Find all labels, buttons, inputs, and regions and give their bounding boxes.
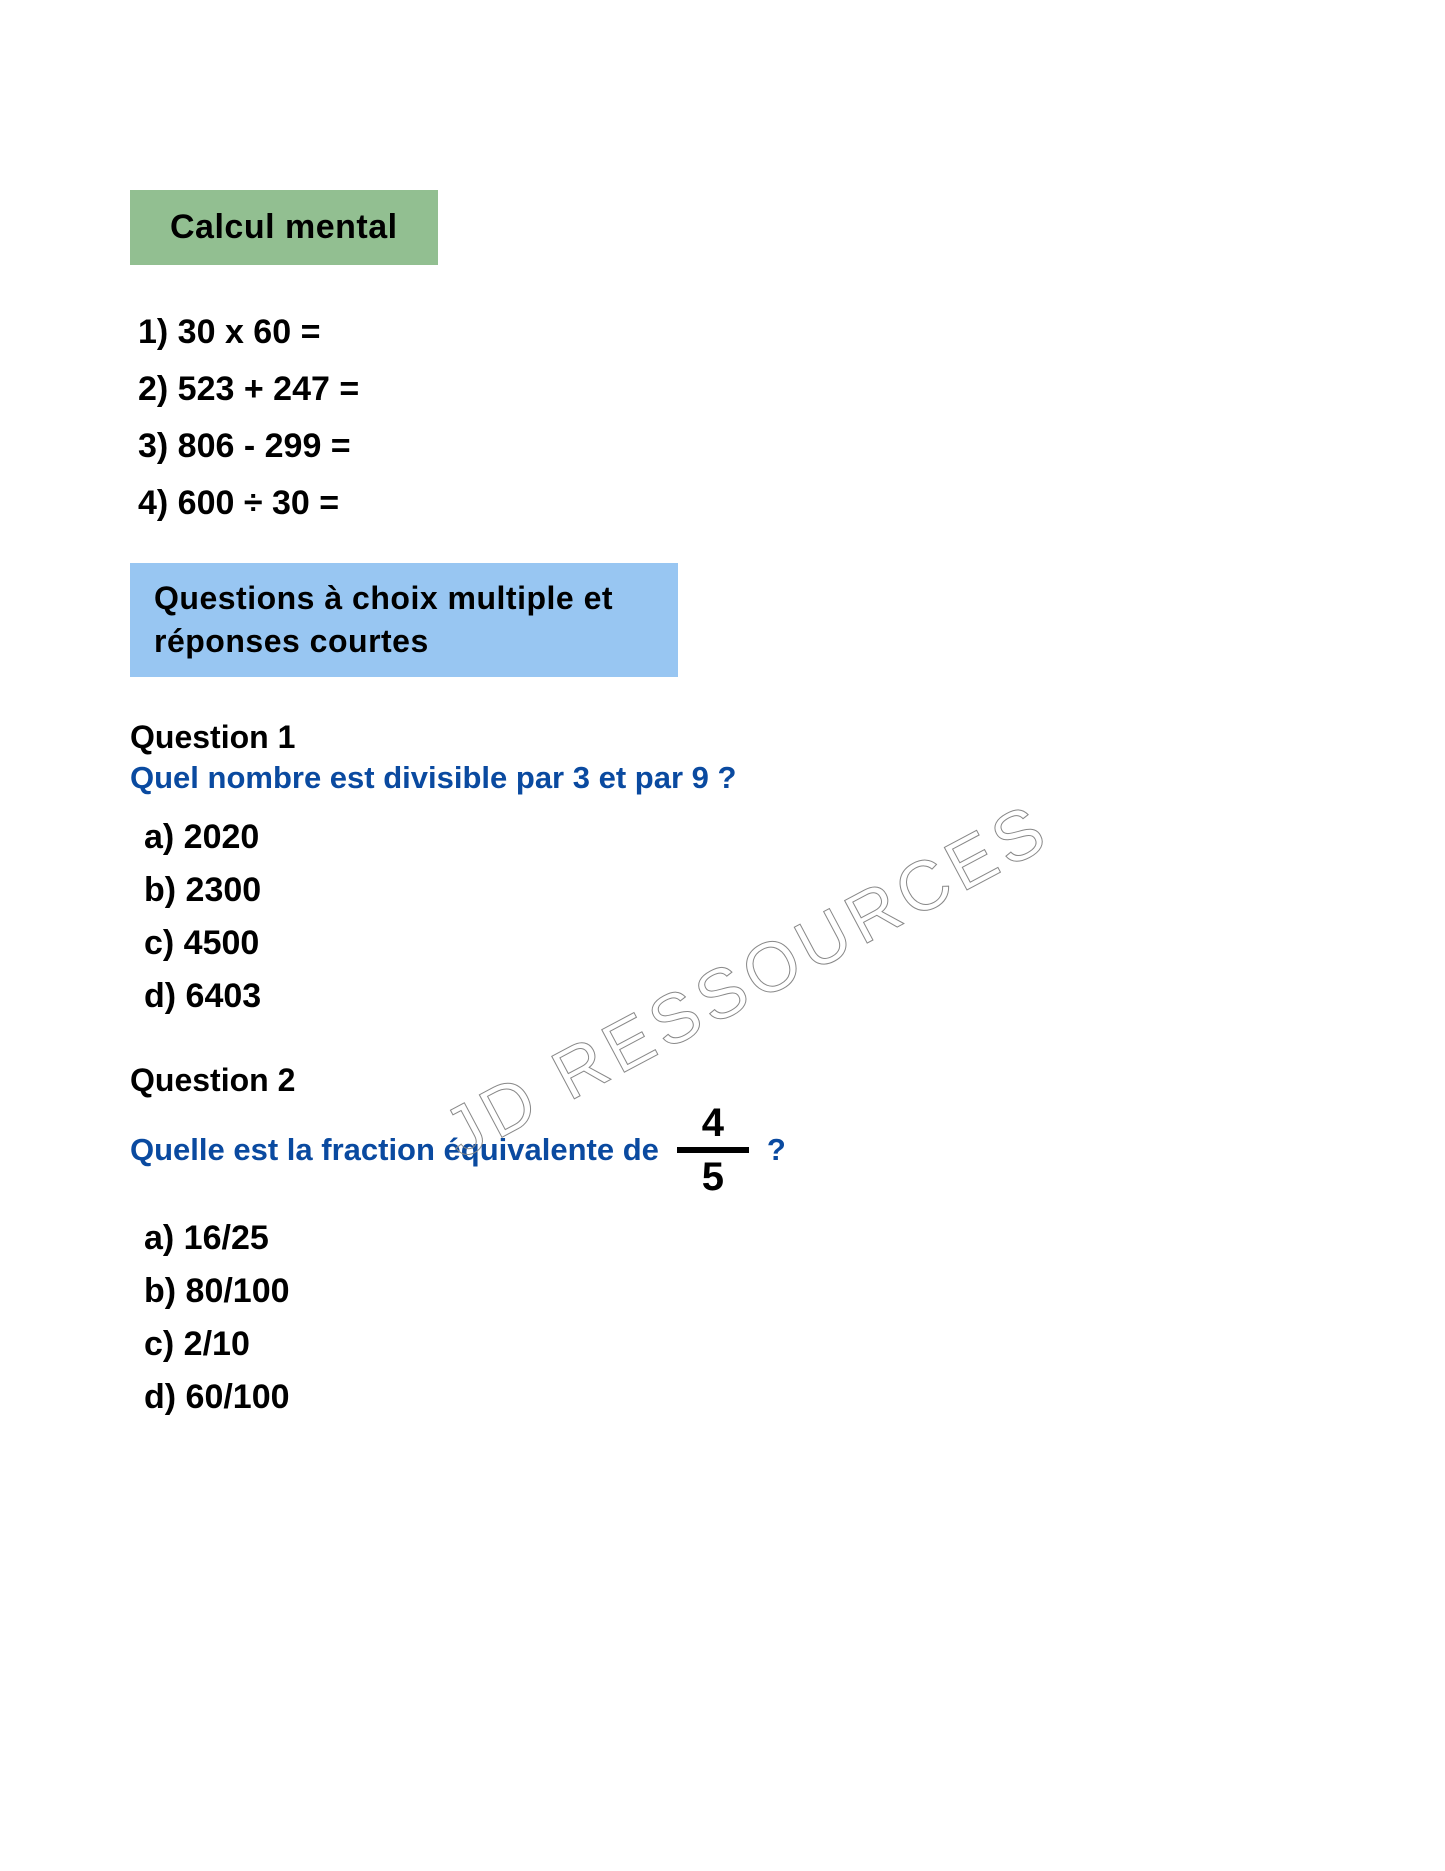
fraction-4-over-5: 4 5: [677, 1103, 749, 1197]
option: a) 16/25: [144, 1219, 1445, 1258]
fraction-numerator: 4: [702, 1103, 724, 1143]
question-2-prompt-after: ?: [767, 1132, 786, 1168]
question-text-1: Quel nombre est divisible par 3 et par 9…: [130, 760, 1445, 796]
question-2-options: a) 16/25 b) 80/100 c) 2/10 d) 60/100: [144, 1219, 1445, 1417]
question-label-1: Question 1: [130, 719, 1445, 756]
calcul-list: 1) 30 x 60 = 2) 523 + 247 = 3) 806 - 299…: [138, 313, 1445, 523]
option: c) 2/10: [144, 1325, 1445, 1364]
worksheet-page: JD RESSOURCES Calcul mental 1) 30 x 60 =…: [0, 0, 1445, 1871]
option: d) 6403: [144, 977, 1445, 1016]
calcul-item: 4) 600 ÷ 30 =: [138, 484, 1445, 523]
question-2-prompt-before: Quelle est la fraction équivalente de: [130, 1132, 659, 1168]
section-header-mcq: Questions à choix multiple et réponses c…: [130, 563, 678, 677]
calcul-item: 2) 523 + 247 =: [138, 370, 1445, 409]
section-header-calcul: Calcul mental: [130, 190, 438, 265]
option: a) 2020: [144, 818, 1445, 857]
fraction-bar: [677, 1147, 749, 1153]
question-text-2: Quelle est la fraction équivalente de 4 …: [130, 1103, 1445, 1197]
option: b) 80/100: [144, 1272, 1445, 1311]
option: c) 4500: [144, 924, 1445, 963]
option: b) 2300: [144, 871, 1445, 910]
question-1-prompt: Quel nombre est divisible par 3 et par 9…: [130, 760, 736, 796]
question-label-2: Question 2: [130, 1062, 1445, 1099]
option: d) 60/100: [144, 1378, 1445, 1417]
calcul-item: 3) 806 - 299 =: [138, 427, 1445, 466]
question-1-options: a) 2020 b) 2300 c) 4500 d) 6403: [144, 818, 1445, 1016]
calcul-item: 1) 30 x 60 =: [138, 313, 1445, 352]
fraction-denominator: 5: [702, 1157, 724, 1197]
